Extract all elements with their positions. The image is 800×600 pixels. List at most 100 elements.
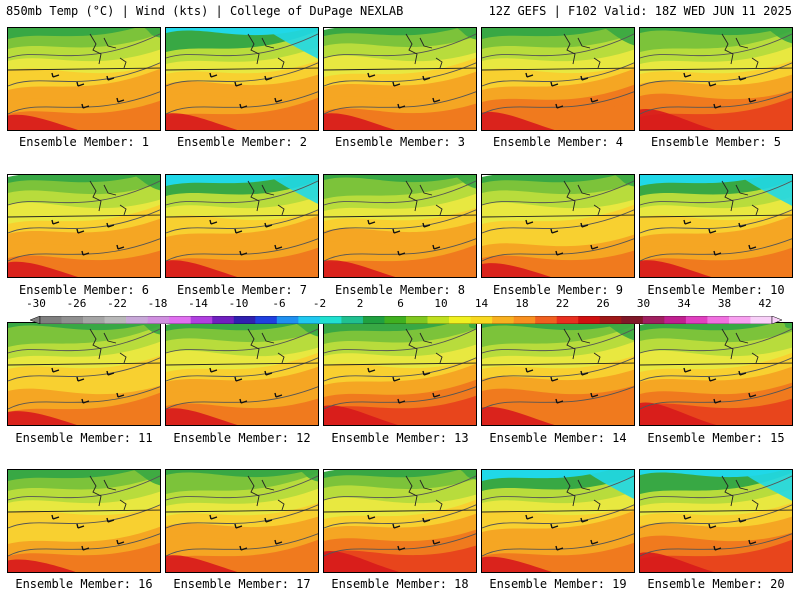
colorbar-segment [341, 316, 364, 324]
ensemble-member-map [639, 174, 793, 278]
height-contour [8, 328, 160, 354]
wind-barb [106, 370, 115, 376]
colorbar-segment [233, 316, 256, 324]
warm-core [640, 108, 716, 130]
height-contour [482, 328, 634, 354]
border-line [640, 214, 792, 218]
height-contour [640, 357, 792, 382]
wind-barb [525, 72, 534, 78]
cool-core [295, 323, 318, 337]
border-line [166, 67, 318, 71]
height-contour [640, 238, 792, 262]
wind-barb [367, 367, 376, 373]
wind-barb [264, 517, 273, 523]
warm-core [324, 550, 400, 572]
height-contour [324, 33, 476, 59]
colorbar-segment [513, 316, 536, 324]
wind-barb [708, 376, 717, 382]
height-contour [482, 62, 634, 87]
height-contour [640, 504, 792, 529]
colorbar-tick-labels: -30 -26 -22 -18 -14 -10 -6 -2 2 6 10 14 18 22 26 30 34 38… [0, 297, 800, 310]
colorbar-tick-label: -2 [312, 297, 327, 310]
wind-barb [106, 75, 115, 81]
height-contour [8, 386, 160, 410]
warm-core [482, 263, 551, 277]
wind-barb [106, 222, 115, 228]
height-contour [8, 91, 160, 115]
height-contour [166, 62, 318, 87]
wind-barb [116, 392, 125, 398]
border-line [324, 362, 476, 366]
wind-barb [748, 244, 757, 250]
height-contour [482, 504, 634, 529]
height-contour [8, 33, 160, 59]
wind-barb [234, 228, 243, 234]
height-contour [324, 91, 476, 115]
ensemble-member-label: Ensemble Member: 3 [334, 135, 466, 149]
cool-core [264, 28, 318, 59]
wind-barb [748, 97, 757, 103]
colorbar-tick-label: -26 [66, 297, 87, 310]
header-right-title: 12Z GEFS | F102 Valid: 18Z WED JUN 11 20… [488, 4, 792, 18]
height-contour [166, 475, 318, 501]
wind-barb [748, 392, 757, 398]
wind-barb [683, 219, 692, 225]
wind-barb [209, 367, 218, 373]
colorbar-segment [470, 316, 493, 324]
colorbar-segment [750, 316, 773, 324]
height-contour [640, 91, 792, 115]
wind-barb [708, 81, 717, 87]
height-contour [640, 386, 792, 410]
ensemble-member-map [323, 469, 477, 573]
coastline [89, 475, 127, 511]
colorbar-tick-label: 6 [397, 297, 404, 310]
border-line [166, 214, 318, 218]
wind-barb [550, 81, 559, 87]
wind-barb [116, 244, 125, 250]
height-contour [324, 533, 476, 557]
ensemble-member-label: Ensemble Member: 9 [492, 283, 624, 297]
ensemble-member-label: Ensemble Member: 1 [18, 135, 150, 149]
coastline [563, 328, 601, 364]
wind-barb [738, 75, 747, 81]
coastline [563, 33, 601, 69]
cool-core [467, 323, 476, 329]
ensemble-member-label: Ensemble Member: 7 [176, 283, 308, 297]
ensemble-member-label: Ensemble Member: 11 [15, 431, 153, 445]
coastline [247, 33, 285, 69]
wind-barb [713, 545, 722, 551]
wind-barb [76, 81, 85, 87]
ensemble-member-label: Ensemble Member: 2 [176, 135, 308, 149]
wind-barb [116, 539, 125, 545]
coastline [405, 180, 443, 216]
colorbar-segment [276, 316, 299, 324]
wind-barb [392, 523, 401, 529]
colorbar-left-arrow [29, 315, 41, 325]
border-line [8, 509, 160, 513]
ensemble-member-label: Ensemble Member: 17 [173, 577, 311, 591]
coastline [89, 33, 127, 69]
colorbar-segment [319, 316, 342, 324]
height-contour [640, 533, 792, 557]
height-contour [166, 533, 318, 557]
warm-core [640, 260, 712, 277]
wind-barb [51, 219, 60, 225]
wind-barb [274, 539, 283, 545]
cool-core [738, 470, 792, 501]
wind-barb [51, 72, 60, 78]
height-contour [482, 180, 634, 206]
colorbar-segment [685, 316, 708, 324]
colorbar-segment [427, 316, 450, 324]
warm-core [640, 552, 714, 572]
wind-barb [239, 103, 248, 109]
warm-core [166, 555, 238, 572]
coastline [721, 33, 759, 69]
wind-barb [234, 376, 243, 382]
border-line [8, 362, 160, 366]
colorbar-segment [147, 316, 170, 324]
wind-barb [422, 222, 431, 228]
wind-barb [748, 539, 757, 545]
colorbar-tick-label: 30 [636, 297, 651, 310]
ensemble-member-map [165, 27, 319, 131]
wind-barb [274, 392, 283, 398]
